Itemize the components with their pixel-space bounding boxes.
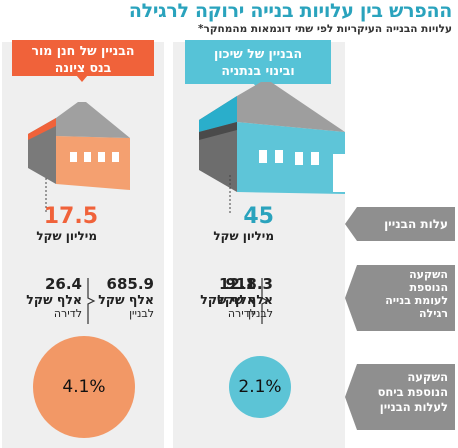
row-label-ratio-line-1: השקעה — [407, 370, 448, 384]
ness-ziona-header-line-2: בנס ציונה — [54, 60, 112, 75]
netanya-header-line-2: ובינוי בנתניה — [221, 63, 295, 78]
netanya-header-line-1: הבניין של שיכון — [213, 46, 303, 61]
row-label-extra-line-2: הנוספת — [409, 281, 448, 294]
row-label-extra-line-3: לעומת בנייה — [385, 294, 448, 307]
ness-ziona-per-building-value: 685.9 — [106, 275, 154, 293]
netanya-brace — [261, 278, 270, 324]
ness-ziona-dashed-line — [45, 178, 47, 214]
row-label-extra-investment-text: השקעה הנוספת לעומת בנייה רגילה — [385, 268, 448, 320]
netanya-per-unit-unit: אלף שקל — [200, 292, 256, 307]
ness-ziona-per-building-label: לבניין — [129, 307, 154, 320]
netanya-ratio-value: 2.1% — [238, 377, 282, 397]
row-label-ratio-line-3: לעלות הבניין — [379, 400, 448, 414]
netanya-cost-value: 45 — [243, 204, 274, 229]
netanya-per-building-unit: אלף שקל — [217, 292, 273, 307]
row-label-ratio-text: השקעה הנוספת ביחס לעלות הבניין — [378, 370, 448, 415]
row-label-building-cost-text: עלות הבניין — [384, 217, 448, 231]
ness-ziona-per-building: 685.9 אלף שקל לבניין — [98, 275, 154, 321]
ness-ziona-header-pointer — [76, 75, 88, 82]
ness-ziona-per-unit-label: לדירה — [53, 307, 82, 320]
row-label-ratio-line-2: הנוספת ביחס — [377, 385, 448, 399]
netanya-header: הבניין של שיכון ובינוי בנתניה — [185, 40, 331, 84]
page-title: ההפרש בין עלויות בנייה ירוקה לרגילה — [128, 0, 452, 22]
netanya-building-illustration — [199, 82, 345, 194]
ness-ziona-cost-unit: מיליון שקל — [36, 229, 97, 243]
row-label-ratio — [345, 364, 455, 430]
ness-ziona-header: הבניין של חנן מור בנס ציונה — [12, 40, 154, 76]
netanya-cost-unit: מיליון שקל — [213, 229, 274, 243]
ness-ziona-per-unit-value: 26.4 — [44, 275, 82, 293]
netanya-per-unit-label: לדירה — [227, 307, 256, 320]
ness-ziona-per-unit: 26.4 אלף שקל לדירה — [22, 275, 82, 321]
row-label-extra-line-4: רגילה — [419, 307, 448, 320]
netanya-per-unit: 12.1 אלף שקל לדירה — [196, 275, 256, 321]
ness-ziona-brace — [87, 278, 96, 324]
ness-ziona-header-line-1: הבניין של חנן מור — [31, 43, 135, 58]
ness-ziona-ratio-value: 4.1% — [62, 377, 106, 397]
row-label-extra-line-1: השקעה — [409, 268, 448, 281]
netanya-per-building-value: 918.3 — [225, 275, 273, 293]
ness-ziona-building-illustration — [28, 102, 130, 190]
netanya-per-building-label: לבניין — [248, 307, 273, 320]
netanya-per-unit-value: 12.1 — [218, 275, 256, 293]
ness-ziona-ratio-circle: 4.1% — [33, 336, 135, 438]
netanya-per-building: 918.3 אלף שקל לבניין — [217, 275, 273, 321]
page-subtitle: עלויות הבנייה העיקריות לפי שתי דוגמאות מ… — [198, 23, 452, 35]
netanya-dashed-line — [229, 175, 231, 213]
row-label-building-cost — [345, 207, 455, 241]
netanya-ratio-circle: 2.1% — [229, 356, 291, 418]
ness-ziona-cost-value: 17.5 — [43, 204, 98, 229]
row-label-extra-investment — [345, 265, 455, 331]
ness-ziona-per-unit-unit: אלף שקל — [26, 292, 82, 307]
ness-ziona-per-building-unit: אלף שקל — [98, 292, 154, 307]
